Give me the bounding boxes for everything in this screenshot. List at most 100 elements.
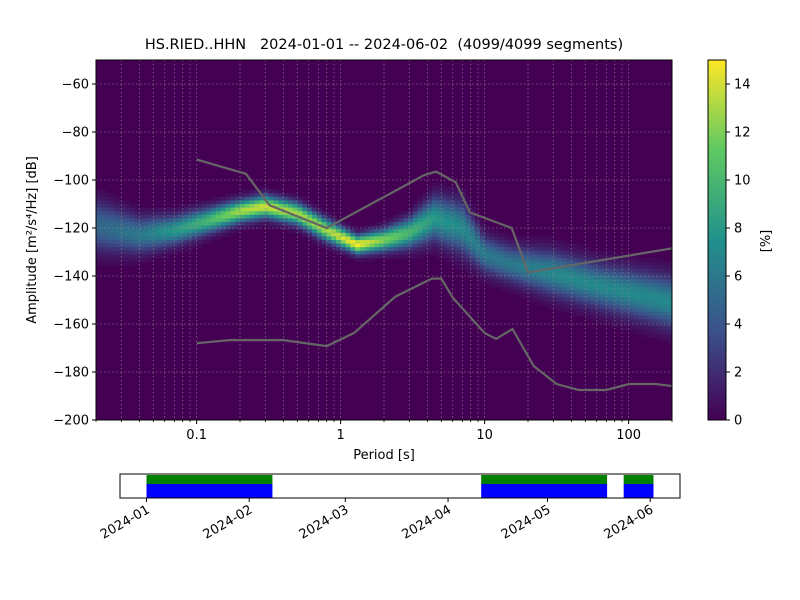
heatmap-cell	[504, 276, 510, 281]
heatmap-cell	[216, 225, 222, 230]
heatmap-cell	[576, 312, 582, 317]
heatmap-cell	[259, 218, 265, 223]
heatmap-cell	[201, 232, 207, 237]
heatmap-cell	[638, 326, 644, 331]
heatmap-cell	[494, 243, 500, 248]
heatmap-cell	[662, 290, 668, 295]
heatmap-cell	[532, 290, 539, 295]
heatmap-cell	[120, 236, 126, 241]
heatmap-cell	[278, 189, 284, 194]
heatmap-cell	[556, 258, 563, 263]
heatmap-cell	[316, 240, 323, 245]
heatmap-cell	[624, 294, 630, 299]
heatmap-cell	[648, 326, 654, 331]
heatmap-cell	[571, 268, 577, 273]
heatmap-cell	[158, 254, 164, 259]
heatmap-cell	[273, 218, 279, 223]
heatmap-cell	[580, 265, 587, 270]
heatmap-cell	[480, 250, 486, 255]
heatmap-cell	[648, 312, 654, 317]
heatmap-cell	[110, 211, 116, 216]
heatmap-cell	[302, 196, 308, 201]
heatmap-cell	[129, 214, 135, 219]
heatmap-cell	[259, 196, 265, 201]
coverage-data-bar	[623, 484, 654, 498]
heatmap-cell	[312, 214, 318, 219]
heatmap-cell	[283, 218, 289, 223]
heatmap-cell	[484, 265, 491, 270]
heatmap-cell	[561, 279, 567, 284]
heatmap-cell	[206, 222, 212, 227]
heatmap-cell	[475, 243, 481, 248]
heatmap-cell	[638, 301, 644, 306]
heatmap-cell	[129, 207, 135, 212]
heatmap-cell	[422, 250, 428, 255]
heatmap-cell	[100, 204, 107, 209]
heatmap-cell	[163, 247, 169, 252]
heatmap-cell	[532, 240, 539, 245]
y-tick-label: −120	[53, 222, 89, 237]
heatmap-cell	[225, 200, 231, 205]
heatmap-cell	[441, 200, 447, 205]
heatmap-cell	[484, 254, 491, 259]
heatmap-cell	[633, 330, 639, 335]
heatmap-cell	[571, 312, 577, 317]
heatmap-cell	[422, 236, 428, 241]
heatmap-cell	[364, 243, 371, 248]
heatmap-cell	[504, 236, 510, 241]
heatmap-cell	[566, 247, 572, 252]
heatmap-cell	[249, 200, 255, 205]
heatmap-cell	[168, 232, 174, 237]
heatmap-cell	[100, 232, 107, 237]
heatmap-cell	[187, 232, 193, 237]
heatmap-cell	[240, 225, 246, 230]
heatmap-cell	[105, 250, 111, 255]
heatmap-cell	[571, 276, 577, 281]
heatmap-cell	[547, 272, 553, 277]
heatmap-cell	[628, 258, 635, 263]
heatmap-cell	[667, 312, 672, 317]
heatmap-cell	[432, 236, 438, 241]
coverage-axis: 2024-01 2024-02 2024-03 2024-04 2024-05 2024-…	[98, 498, 656, 543]
heatmap-cell	[547, 290, 553, 295]
heatmap-cell	[657, 297, 663, 302]
heatmap-cell	[441, 186, 447, 191]
heatmap-cell	[172, 211, 179, 216]
heatmap-cell	[566, 268, 572, 273]
heatmap-cell	[355, 232, 361, 237]
heatmap-cell	[619, 261, 625, 266]
heatmap-cell	[456, 193, 462, 198]
heatmap-cell	[393, 240, 399, 245]
heatmap-cell	[667, 276, 672, 281]
heatmap-cell	[480, 240, 486, 245]
heatmap-cell	[513, 247, 519, 252]
heatmap-cell	[657, 268, 663, 273]
heatmap-cell	[571, 283, 577, 288]
heatmap-cell	[638, 258, 644, 263]
heatmap-cell	[662, 286, 668, 291]
heatmap-cell	[513, 279, 519, 284]
heatmap-cell	[340, 225, 347, 230]
heatmap-cell	[494, 268, 500, 273]
heatmap-cell	[201, 218, 207, 223]
heatmap-cell	[633, 290, 639, 295]
heatmap-cell	[388, 229, 395, 234]
heatmap-cell	[657, 272, 663, 277]
heatmap-cell	[595, 283, 601, 288]
heatmap-cell	[153, 229, 159, 234]
heatmap-cell	[297, 207, 303, 212]
heatmap-cell	[288, 200, 294, 205]
heatmap-cell	[475, 276, 481, 281]
grid-lines	[96, 60, 672, 420]
heatmap-cell	[595, 301, 601, 306]
heatmap-cell	[652, 286, 659, 291]
heatmap-cell	[345, 247, 351, 252]
heatmap-cell	[552, 268, 558, 273]
heatmap-cell	[576, 243, 582, 248]
heatmap-cell	[657, 333, 663, 338]
heatmap-cell	[489, 276, 495, 281]
heatmap-cell	[508, 283, 515, 288]
heatmap-cell	[619, 304, 625, 309]
heatmap-cell	[158, 250, 164, 255]
heatmap-cell	[384, 232, 390, 237]
